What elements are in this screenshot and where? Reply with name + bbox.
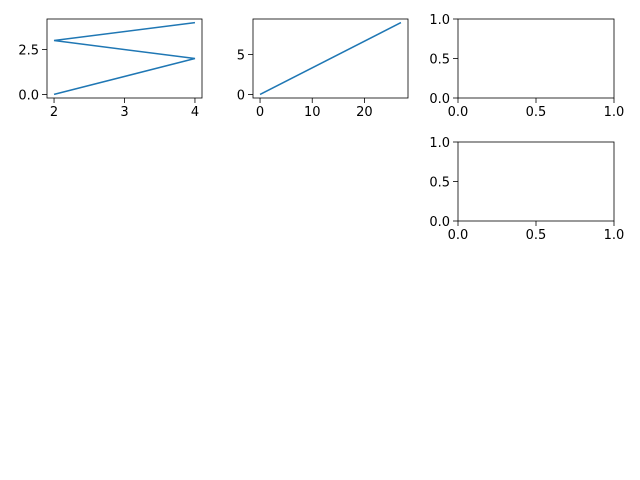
x-tick-label: 0.5: [526, 228, 547, 243]
axes-frame: [457, 141, 615, 222]
y-tick-label: 0.0: [429, 92, 450, 107]
x-tick-label: 0.5: [526, 105, 547, 120]
y-tick-label: 1.0: [429, 136, 450, 151]
x-tick-label: 1.0: [604, 105, 625, 120]
y-tick-label: 0.5: [429, 176, 450, 191]
axes-frame: [252, 18, 409, 99]
y-tick-label: 5: [237, 49, 245, 64]
y-tick-label: 1.0: [429, 13, 450, 28]
y-tick-label: 2.5: [18, 44, 39, 59]
x-tick-label: 0.0: [448, 228, 469, 243]
y-tick-label: 0.5: [429, 53, 450, 68]
x-tick-label: 4: [191, 105, 199, 120]
data-line: [259, 21, 402, 96]
x-tick-label: 1.0: [604, 228, 625, 243]
y-tick-label: 0.0: [18, 88, 39, 103]
x-tick-label: 20: [356, 105, 373, 120]
x-tick-label: 0: [256, 105, 264, 120]
x-tick-label: 2: [50, 105, 58, 120]
x-tick-label: 10: [304, 105, 321, 120]
axes-frame: [457, 18, 615, 99]
x-tick-label: 3: [120, 105, 128, 120]
y-tick-label: 0: [237, 88, 245, 103]
x-tick-label: 0.0: [448, 105, 469, 120]
data-line: [53, 21, 196, 96]
y-tick-label: 0.0: [429, 215, 450, 230]
